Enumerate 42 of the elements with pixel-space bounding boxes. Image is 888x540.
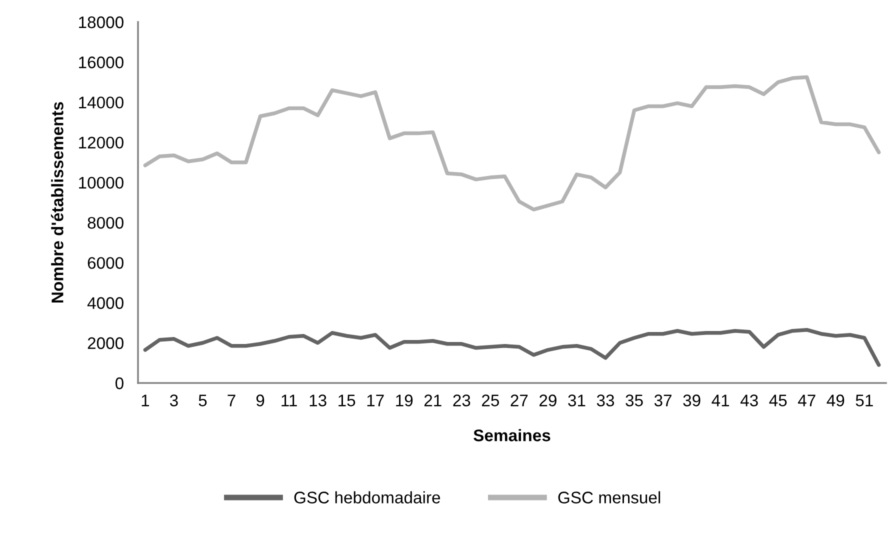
y-tick-label: 8000 [88,216,124,229]
y-tick-label: 14000 [79,96,124,108]
x-tick-label: 27 [510,394,528,406]
legend-label: GSC mensuel [558,491,660,504]
x-tick-label: 3 [170,394,178,406]
x-tick-label: 45 [769,394,787,406]
x-tick-label: 39 [683,394,700,406]
x-tick-label: 35 [626,394,643,406]
x-tick-label: 7 [228,394,236,406]
x-tick-label: 17 [367,394,384,406]
legend-label: GSC hebdomadaire [294,491,440,504]
y-tick-label: 16000 [79,56,124,68]
x-tick-label: 41 [712,394,730,406]
x-axis-title: Semaines [474,429,550,442]
x-tick-label: 29 [540,394,556,406]
line-series [143,75,881,212]
y-tick-label: 0 [115,377,124,390]
x-tick-label: 47 [798,394,816,406]
line-series [143,328,881,367]
x-tick-label: 5 [198,394,207,406]
x-tick-label: 21 [424,394,442,406]
y-tick-label: 4000 [87,297,124,309]
x-tick-label: 11 [282,394,297,406]
x-tick-label: 23 [453,394,470,406]
x-tick-label: 31 [568,394,586,406]
y-tick-label: 2000 [88,337,124,350]
x-tick-label: 25 [482,394,499,406]
x-tick-label: 1 [142,394,150,406]
y-tick-label: 6000 [88,257,124,269]
x-tick-label: 13 [310,394,326,406]
y-tick-label: 12000 [79,136,124,149]
y-axis-title: Nombre d'établissements [50,102,64,302]
x-tick-label: 51 [856,394,873,406]
x-tick-label: 19 [396,394,413,406]
x-tick-label: 49 [826,394,844,406]
x-tick-label: 15 [338,394,356,406]
x-tick-label: 43 [740,394,758,406]
y-tick-label: 10000 [79,176,124,189]
x-tick-label: 33 [596,394,614,406]
y-tick-label: 18000 [79,16,124,28]
x-tick-label: 9 [256,394,264,406]
x-tick-label: 37 [654,394,672,406]
